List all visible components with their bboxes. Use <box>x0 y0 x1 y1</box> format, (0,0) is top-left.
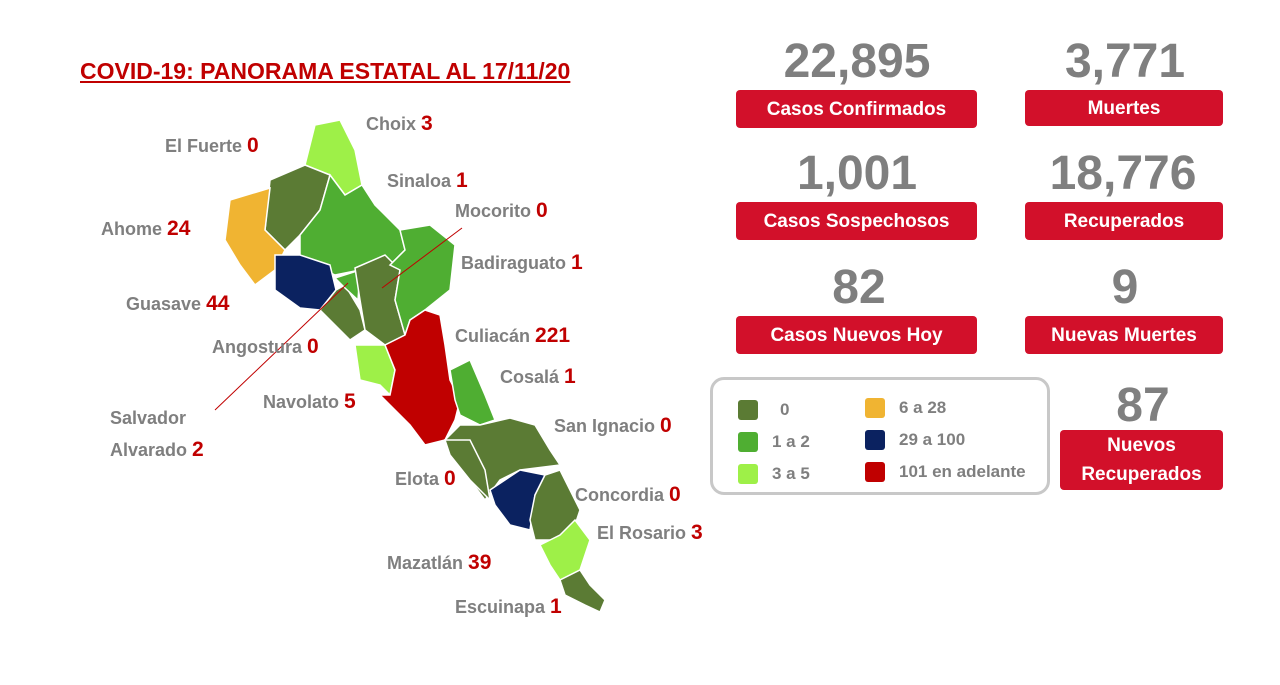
el-rosario <box>538 518 591 581</box>
legend-item: 29 a 100 <box>865 430 965 450</box>
municipality-label: Badiraguato 1 <box>461 252 583 274</box>
legend-item: 6 a 28 <box>865 398 946 418</box>
municipality-cases: 221 <box>535 324 571 347</box>
legend-swatch <box>865 430 885 450</box>
municipality-name: Badiraguato <box>461 253 567 273</box>
municipality-cases: 1 <box>571 251 583 274</box>
elota <box>443 439 492 503</box>
municipality-label: El Rosario 3 <box>597 522 703 544</box>
municipality-cases: 24 <box>167 217 191 240</box>
stat-number: 9 <box>1111 261 1139 314</box>
legend-label: 3 a 5 <box>772 464 810 483</box>
municipality-name: Culiacán <box>455 326 531 346</box>
legend-label: 0 <box>780 400 790 419</box>
escuinapa <box>559 569 606 614</box>
municipality-cases: 1 <box>550 595 562 618</box>
salvador-alvarado <box>333 268 361 302</box>
stat-number: 3,771 <box>1064 35 1186 88</box>
stat-label: Nuevas Muertes <box>1025 316 1223 354</box>
municipality-cases: 0 <box>307 335 319 358</box>
municipality-name: Angostura <box>212 337 302 357</box>
legend-label: 6 a 28 <box>899 398 947 417</box>
municipality-name: Elota <box>395 469 440 489</box>
municipality-cases: 3 <box>421 112 433 135</box>
legend-label: 101 en adelante <box>899 462 1026 481</box>
municipality-label: Escuinapa 1 <box>455 596 562 618</box>
legend-swatch <box>865 462 885 482</box>
legend-label: 29 a 100 <box>899 430 966 449</box>
municipality-label: Salvador Alvarado 2 <box>110 403 210 466</box>
legend-item: 1 a 2 <box>738 432 810 452</box>
map <box>214 119 606 614</box>
municipality-label: Choix 3 <box>366 113 433 135</box>
stat-label: Nuevos Recuperados <box>1060 430 1223 490</box>
stat-label: Recuperados <box>1025 202 1223 240</box>
stat-label: Muertes <box>1025 90 1223 126</box>
culiacan <box>378 309 461 446</box>
legend-label: 1 a 2 <box>772 432 810 451</box>
municipality-name: Ahome <box>101 219 163 239</box>
legend-swatch <box>738 464 758 484</box>
municipality-cases: 3 <box>691 521 703 544</box>
stat-number: 1,001 <box>796 147 918 200</box>
title: COVID-19: PANORAMA ESTATAL AL 17/11/20 <box>80 58 571 84</box>
municipality-name: Salvador Alvarado <box>110 408 188 460</box>
municipality-name: El Rosario <box>597 523 687 543</box>
municipality-label: Angostura 0 <box>212 336 319 358</box>
municipality-name: Cosalá <box>500 367 560 387</box>
legend-item: 101 en adelante <box>865 462 1026 482</box>
stat-number: 87 <box>1116 379 1170 432</box>
municipality-name: Mocorito <box>455 201 531 221</box>
municipality-cases: 1 <box>456 169 468 192</box>
municipality-label: Mazatlán 39 <box>387 552 491 574</box>
municipality-cases: 39 <box>468 551 492 574</box>
municipality-label: Ahome 24 <box>101 218 190 240</box>
stat-label: Casos Nuevos Hoy <box>736 316 977 354</box>
municipality-name: Mazatlán <box>387 553 464 573</box>
legend-item: 0 <box>738 400 789 420</box>
municipality-name: Concordia <box>575 485 665 505</box>
municipality-label: Elota 0 <box>395 468 456 490</box>
pointer-line <box>381 227 463 289</box>
municipality-cases: 44 <box>206 292 230 315</box>
municipality-name: Guasave <box>126 294 202 314</box>
stat-number: 82 <box>832 261 886 314</box>
legend-swatch <box>865 398 885 418</box>
municipality-label: Concordia 0 <box>575 484 681 506</box>
municipality-label: El Fuerte 0 <box>165 135 259 157</box>
municipality-cases: 0 <box>669 483 681 506</box>
municipality-cases: 1 <box>564 365 576 388</box>
municipality-name: El Fuerte <box>165 136 243 156</box>
municipality-label: Sinaloa 1 <box>387 170 468 192</box>
legend-item: 3 a 5 <box>738 464 810 484</box>
municipality-label: Culiacán 221 <box>455 325 570 347</box>
municipality-label: San Ignacio 0 <box>554 415 672 437</box>
municipality-name: Navolato <box>263 392 340 412</box>
stat-label: Casos Sospechosos <box>736 202 977 240</box>
municipality-name: Choix <box>366 114 417 134</box>
municipality-name: Sinaloa <box>387 171 452 191</box>
municipality-cases: 0 <box>444 467 456 490</box>
stat-number: 18,776 <box>1049 147 1197 200</box>
municipality-label: Navolato 5 <box>263 391 356 413</box>
municipality-cases: 0 <box>247 134 259 157</box>
legend-swatch <box>738 432 758 452</box>
pointer-line <box>214 282 349 411</box>
municipality-name: Escuinapa <box>455 597 546 617</box>
stat-number: 22,895 <box>783 35 931 88</box>
municipality-cases: 0 <box>660 414 672 437</box>
municipality-label: Mocorito 0 <box>455 200 548 222</box>
municipality-label: Cosalá 1 <box>500 366 576 388</box>
stat-label: Casos Confirmados <box>736 90 977 128</box>
legend-swatch <box>738 400 758 420</box>
legend: 0 1 a 2 3 a 5 6 a 28 29 a 100 101 en adelante <box>710 377 1050 495</box>
municipality-label: Guasave 44 <box>126 293 229 315</box>
municipality-cases: 0 <box>536 199 548 222</box>
municipality-cases: 2 <box>192 438 204 461</box>
municipality-cases: 5 <box>344 390 356 413</box>
municipality-name: San Ignacio <box>554 416 656 436</box>
